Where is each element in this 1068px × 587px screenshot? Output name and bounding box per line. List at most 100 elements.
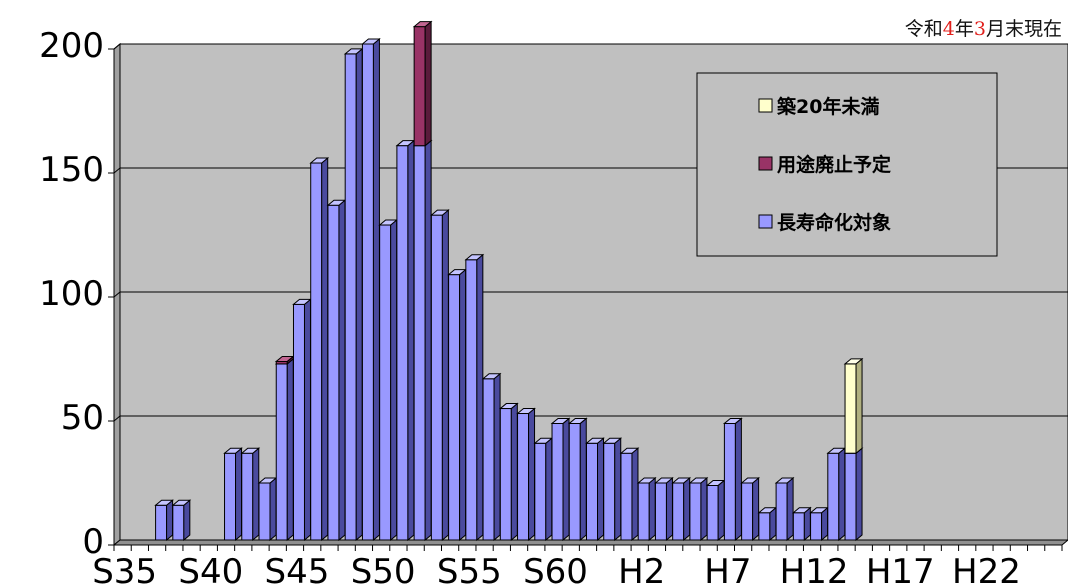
bar-front [396,145,409,541]
bar-top [774,477,795,484]
x-tick-label: H12 [780,552,849,587]
y-tick-label: 100 [39,274,104,314]
legend-label-a: 長寿命化対象 [777,211,891,234]
bar-front [741,482,754,541]
bar-front [310,162,323,541]
bar-front [224,452,237,541]
bar-side [648,476,656,542]
bar-H7-a [723,417,743,542]
bar-front [292,303,305,541]
bar-front [603,442,616,541]
bar-S57-a [498,402,519,542]
bar-H10-a [774,476,795,542]
bar-top [429,209,450,216]
bar-top [654,477,674,484]
bar-side [665,476,673,542]
bar-front [275,363,288,541]
bar-top [723,417,743,424]
bar-side [545,437,553,542]
bar-front [654,482,667,541]
bar-front [379,224,392,541]
bar-top [309,157,330,164]
bar-S63-a [602,437,623,542]
bar-top [464,254,485,261]
bar-top [585,437,605,444]
y-axis: 0 50 100 150 200 [39,26,115,562]
bar-top [361,38,381,45]
bar-H2-a [636,476,657,542]
bar-front [758,512,771,541]
bar-top [619,447,640,454]
bar-S44-b [274,355,295,365]
y-tick-label: 50 [61,398,104,438]
legend-label-b: 用途廃止予定 [777,153,891,176]
bar-side [269,476,277,542]
bar-S58-a [516,407,536,542]
bar-front [413,145,426,541]
bar-H6-a [705,479,726,542]
x-tick-label: S50 [351,552,416,587]
bar-S60-a [550,417,571,542]
bar-front [568,422,581,541]
bar-top [223,447,243,454]
bar-front [241,452,254,541]
note-era: 令和 [904,18,943,40]
bar-top [791,507,812,514]
bar-front [344,53,357,541]
bar-side [252,447,260,542]
y-tick-label: 150 [39,150,104,190]
bar-H12-a [809,506,829,542]
bar-side [286,357,294,542]
x-tick-label: S45 [265,552,330,587]
bar-S48-a [343,47,364,542]
bar-front [327,204,340,541]
note-month: 3 [973,18,986,40]
bar-side [855,357,863,455]
bar-top [481,373,502,380]
bar-front [844,452,857,541]
bar-front [172,504,185,541]
bar-S52-b [412,20,433,147]
bar-side [355,47,363,542]
bar-top [154,499,174,506]
bar-top [671,477,692,484]
bar-front [361,43,374,541]
bar-side [459,268,467,542]
bar-H3-a [654,476,674,542]
date-note: 令和4年3月末現在 [905,14,1062,41]
bar-S37-a [154,499,174,542]
bar-side [390,218,398,542]
bar-front [844,363,857,454]
gridline-wall [113,415,121,422]
bar-side [855,447,863,542]
bar-front [810,512,823,541]
bar-front [551,422,564,541]
gridline-wall [113,43,121,50]
bar-H9-a [757,506,778,542]
bar-side [321,156,329,542]
bar-top [498,403,519,410]
bar-S55-a [464,253,485,542]
gridline-wall [113,291,121,298]
legend-swatch-b [758,156,773,171]
note-month-unit: 月末現在 [985,18,1062,40]
bar-front [448,274,461,541]
bar-H1-a [619,447,640,542]
bar-H4-a [671,476,692,542]
note-year-unit: 年 [954,18,974,40]
bar-H8-a [740,476,761,542]
bar-front [689,482,702,541]
bar-front [706,484,719,541]
bar-top [567,417,588,424]
y-tick-label: 0 [82,522,104,562]
bar-side [528,407,536,542]
x-tick-label: H22 [952,552,1021,587]
bar-side [441,209,449,542]
x-tick-label: S60 [523,552,588,587]
bar-S44-a [274,357,295,542]
bar-side [235,447,243,542]
bar-side [338,199,346,542]
bar-S42-a [240,447,261,542]
bar-H5-a [688,476,709,542]
x-tick-label: H17 [866,552,935,587]
